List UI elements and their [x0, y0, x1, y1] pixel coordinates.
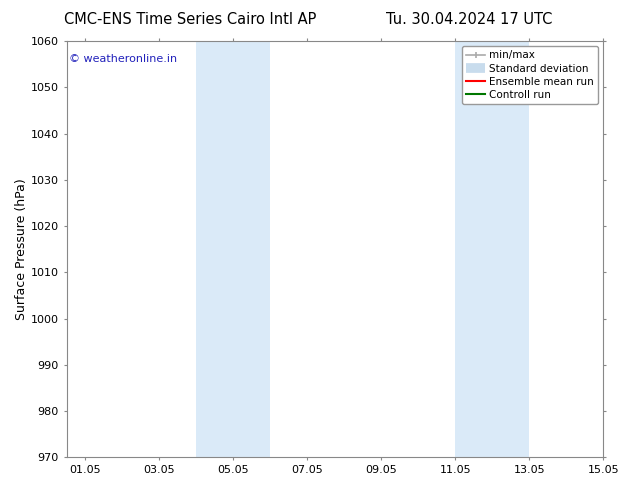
Text: CMC-ENS Time Series Cairo Intl AP: CMC-ENS Time Series Cairo Intl AP	[64, 12, 316, 27]
Text: © weatheronline.in: © weatheronline.in	[69, 53, 178, 64]
Legend: min/max, Standard deviation, Ensemble mean run, Controll run: min/max, Standard deviation, Ensemble me…	[462, 46, 598, 104]
Bar	[196, 41, 270, 457]
Text: Tu. 30.04.2024 17 UTC: Tu. 30.04.2024 17 UTC	[386, 12, 552, 27]
Y-axis label: Surface Pressure (hPa): Surface Pressure (hPa)	[15, 178, 28, 320]
Bar	[455, 41, 529, 457]
